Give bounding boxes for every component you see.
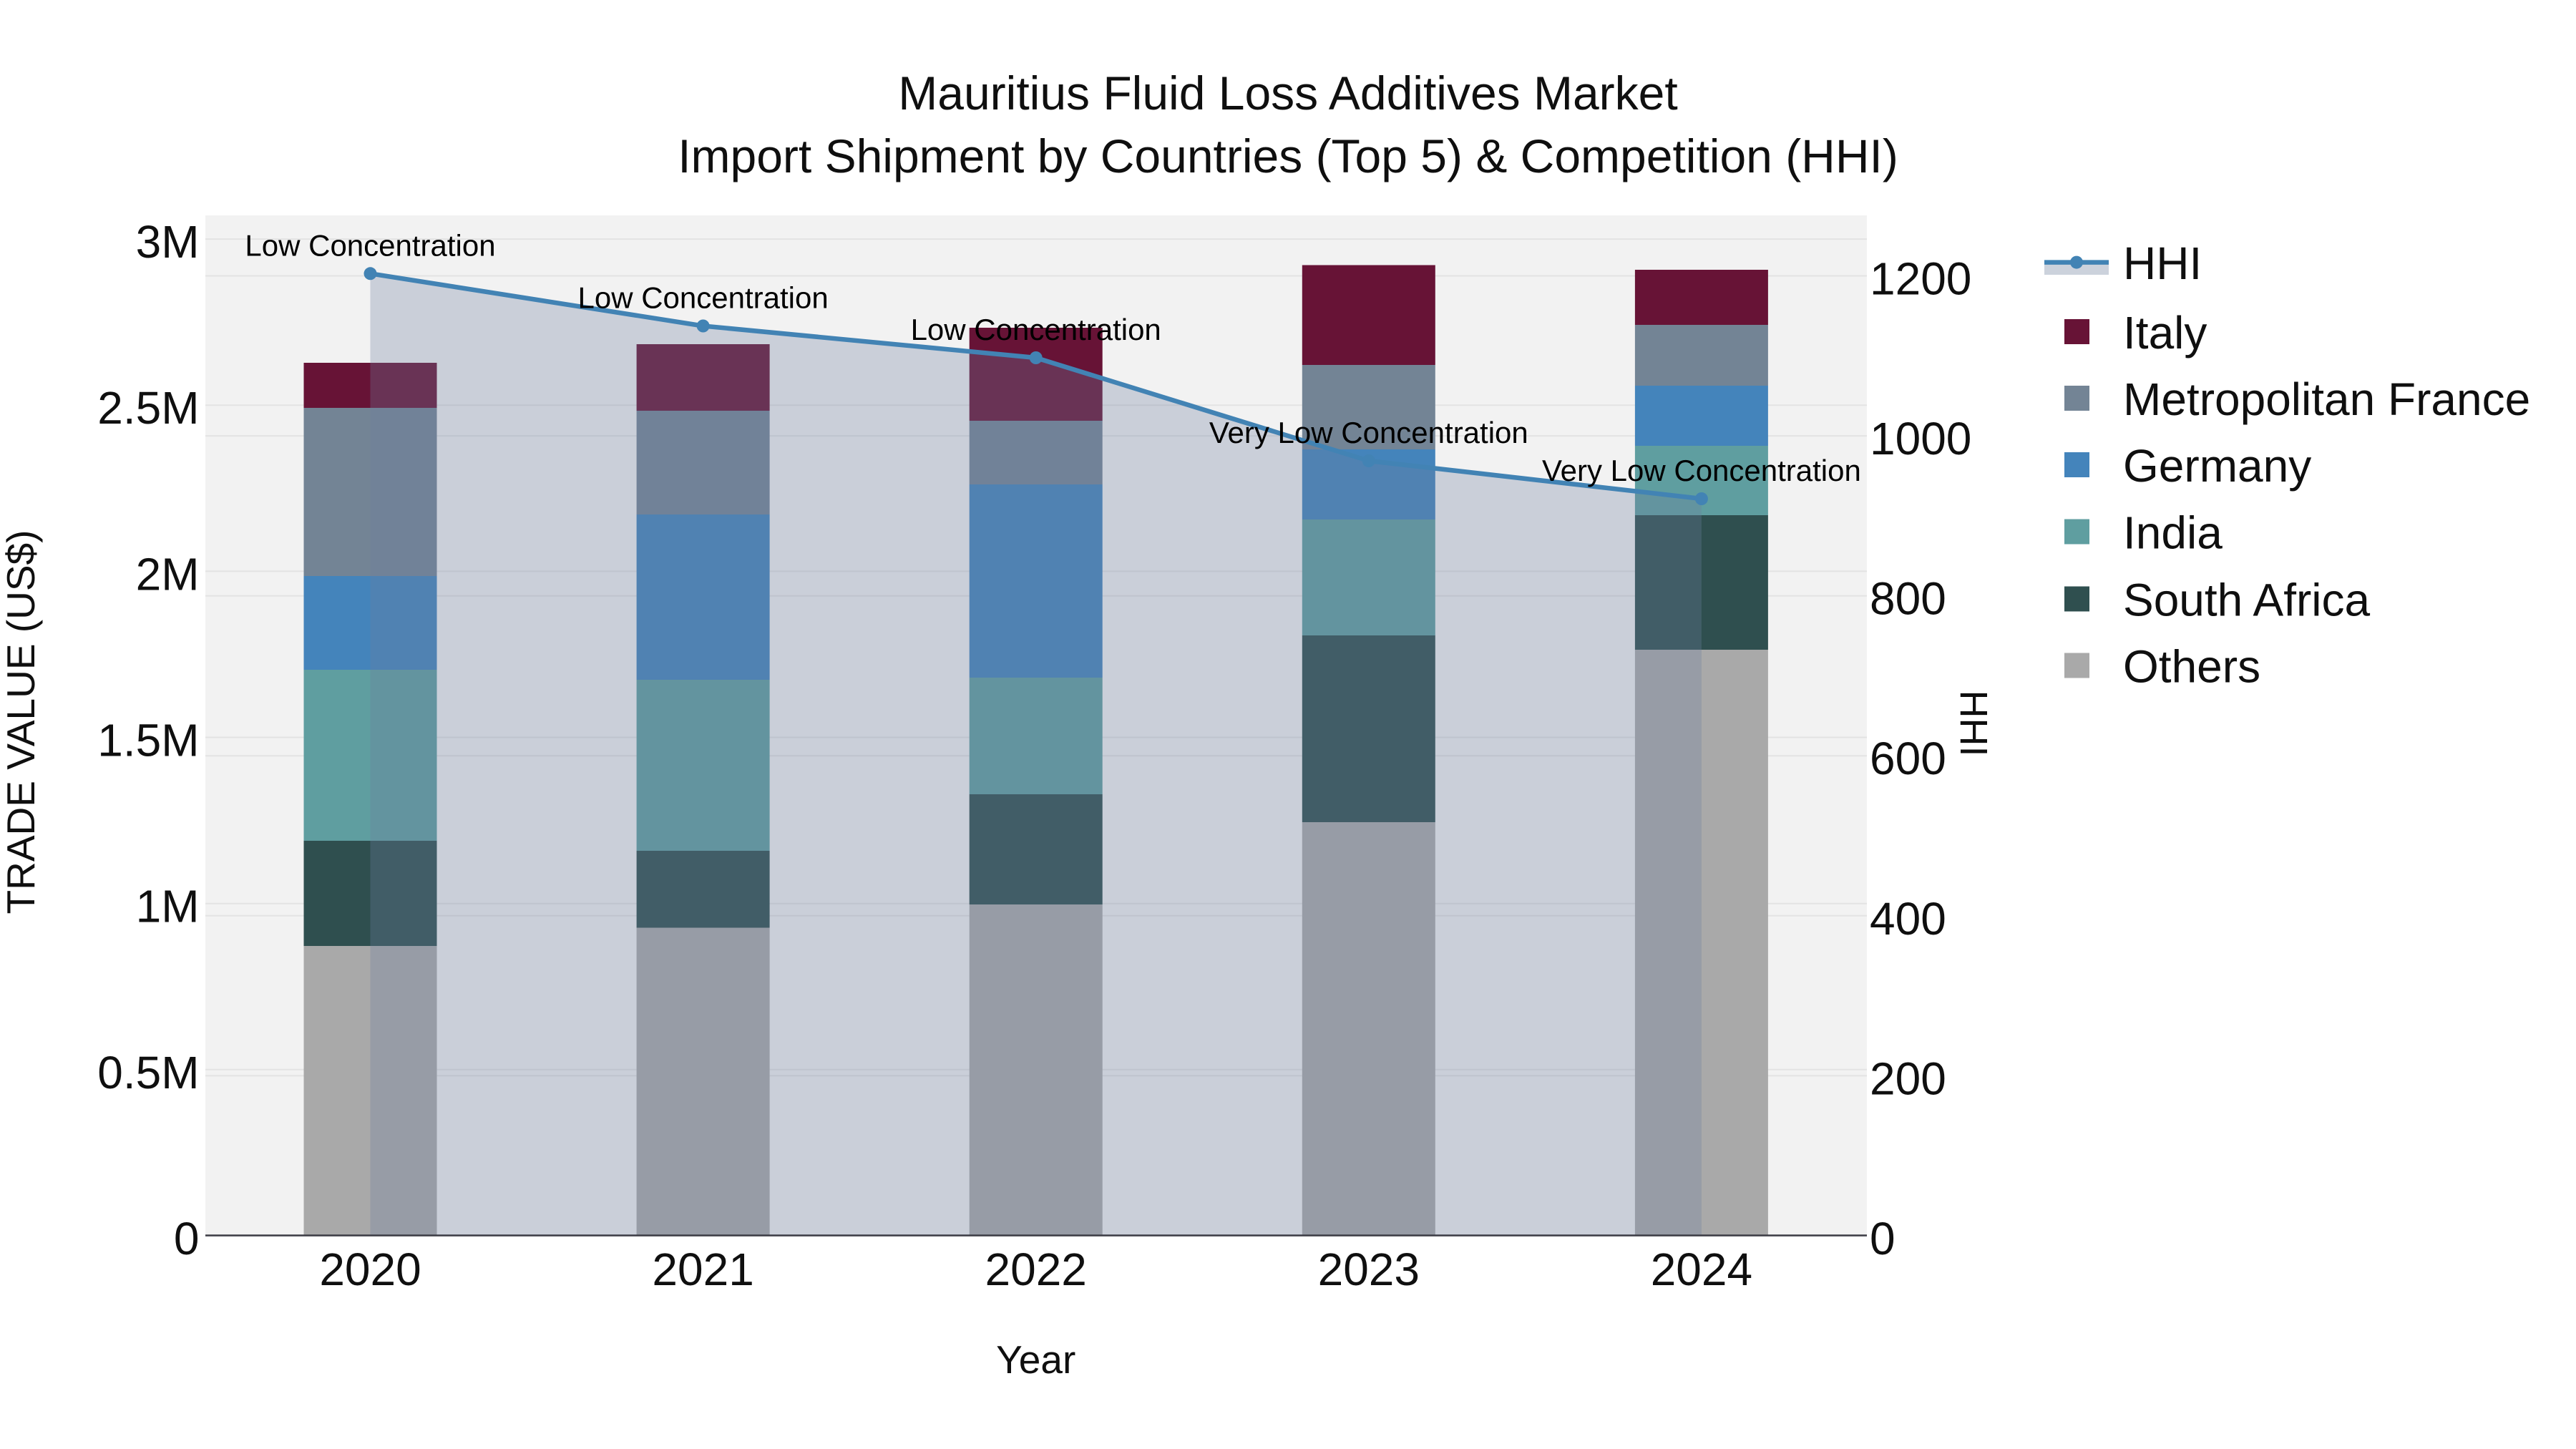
svg-text:2023: 2023 xyxy=(1318,1244,1420,1295)
svg-text:Metropolitan France: Metropolitan France xyxy=(2123,374,2530,425)
svg-text:0: 0 xyxy=(174,1213,200,1264)
svg-text:200: 200 xyxy=(1870,1053,1946,1104)
svg-text:2.5M: 2.5M xyxy=(97,382,199,434)
svg-text:1M: 1M xyxy=(136,881,200,932)
svg-text:1200: 1200 xyxy=(1870,253,1971,305)
svg-text:1.5M: 1.5M xyxy=(97,715,199,766)
svg-text:Year: Year xyxy=(996,1337,1075,1382)
svg-text:Germany: Germany xyxy=(2123,440,2311,492)
svg-text:2M: 2M xyxy=(136,548,200,600)
svg-text:0.5M: 0.5M xyxy=(97,1047,199,1098)
svg-text:Low Concentration: Low Concentration xyxy=(245,228,495,262)
svg-text:Italy: Italy xyxy=(2123,307,2207,358)
svg-text:India: India xyxy=(2123,507,2223,559)
svg-text:Low Concentration: Low Concentration xyxy=(577,281,828,315)
svg-text:400: 400 xyxy=(1870,893,1946,945)
svg-text:Import Shipment by Countries (: Import Shipment by Countries (Top 5) & C… xyxy=(678,130,1898,182)
svg-text:2022: 2022 xyxy=(985,1244,1087,1295)
svg-text:2021: 2021 xyxy=(652,1244,753,1295)
svg-text:HHI: HHI xyxy=(2123,238,2202,289)
svg-text:0: 0 xyxy=(1870,1213,1896,1264)
svg-text:600: 600 xyxy=(1870,733,1946,784)
svg-text:2024: 2024 xyxy=(1651,1244,1752,1295)
svg-text:Very Low Concentration: Very Low Concentration xyxy=(1542,454,1861,487)
svg-text:HHI: HHI xyxy=(1952,691,1995,757)
svg-text:Very Low Concentration: Very Low Concentration xyxy=(1209,416,1528,449)
svg-text:1000: 1000 xyxy=(1870,413,1971,464)
svg-text:Others: Others xyxy=(2123,641,2260,693)
svg-text:Mauritius Fluid Loss Additives: Mauritius Fluid Loss Additives Market xyxy=(898,67,1677,119)
svg-text:2020: 2020 xyxy=(319,1244,421,1295)
svg-text:TRADE VALUE (US$): TRADE VALUE (US$) xyxy=(0,530,43,914)
svg-text:Low Concentration: Low Concentration xyxy=(911,313,1161,346)
svg-text:South Africa: South Africa xyxy=(2123,575,2371,626)
svg-text:800: 800 xyxy=(1870,573,1946,625)
svg-text:3M: 3M xyxy=(136,216,200,268)
